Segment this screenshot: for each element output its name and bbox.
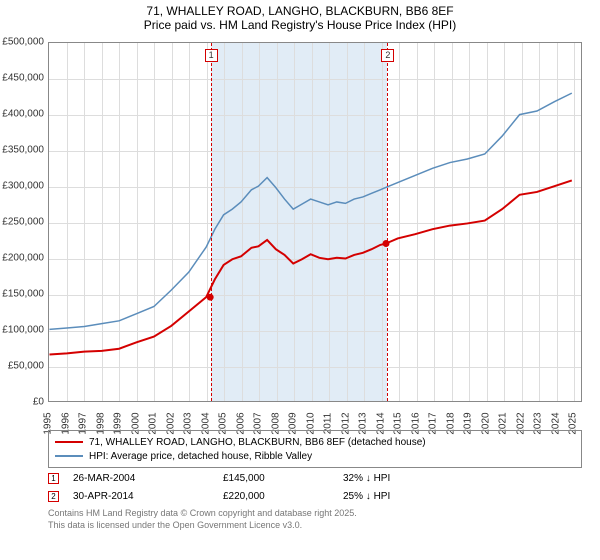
y-tick-label: £350,000 [0,145,44,156]
y-tick-label: £50,000 [0,361,44,372]
legend-swatch [55,441,83,443]
series-property [49,180,571,354]
y-tick-label: £250,000 [0,217,44,228]
legend-swatch [55,455,83,457]
sales-pct: 25% ↓ HPI [343,491,463,502]
y-tick-label: £0 [0,397,44,408]
y-tick-label: £400,000 [0,109,44,120]
legend-text: HPI: Average price, detached house, Ribb… [89,451,312,462]
sales-date: 26-MAR-2004 [73,473,223,484]
y-tick-label: £500,000 [0,37,44,48]
chart-subtitle: Price paid vs. HM Land Registry's House … [0,18,600,34]
sales-marker-box: 2 [48,491,59,502]
footer-line-1: Contains HM Land Registry data © Crown c… [48,508,357,520]
chart-title: 71, WHALLEY ROAD, LANGHO, BLACKBURN, BB6… [0,0,600,18]
y-tick-label: £100,000 [0,325,44,336]
footer-attribution: Contains HM Land Registry data © Crown c… [48,508,357,531]
chart-legend: 71, WHALLEY ROAD, LANGHO, BLACKBURN, BB6… [48,430,582,468]
y-tick-label: £200,000 [0,253,44,264]
legend-row: HPI: Average price, detached house, Ribb… [55,449,575,463]
chart-plot-area: 12 [48,42,582,402]
sales-price: £145,000 [223,473,343,484]
sales-marker-box: 1 [48,473,59,484]
sale-marker-line [211,43,212,401]
sale-marker-label: 2 [381,49,394,62]
sale-marker-dot [383,240,390,247]
sale-marker-label: 1 [205,49,218,62]
sales-date: 30-APR-2014 [73,491,223,502]
sales-table: 1 26-MAR-2004£145,00032% ↓ HPI 2 30-APR-201… [48,469,582,505]
line-plot-svg [49,43,581,401]
legend-text: 71, WHALLEY ROAD, LANGHO, BLACKBURN, BB6… [89,437,426,448]
sales-row: 1 26-MAR-2004£145,00032% ↓ HPI [48,469,582,487]
sales-price: £220,000 [223,491,343,502]
footer-line-2: This data is licensed under the Open Gov… [48,520,357,532]
y-tick-label: £300,000 [0,181,44,192]
sales-pct: 32% ↓ HPI [343,473,463,484]
legend-row: 71, WHALLEY ROAD, LANGHO, BLACKBURN, BB6… [55,435,575,449]
series-hpi [49,93,571,329]
chart-container: 71, WHALLEY ROAD, LANGHO, BLACKBURN, BB6… [0,0,600,560]
y-tick-label: £150,000 [0,289,44,300]
sale-marker-line [387,43,388,401]
y-tick-label: £450,000 [0,73,44,84]
sales-row: 2 30-APR-2014£220,00025% ↓ HPI [48,487,582,505]
